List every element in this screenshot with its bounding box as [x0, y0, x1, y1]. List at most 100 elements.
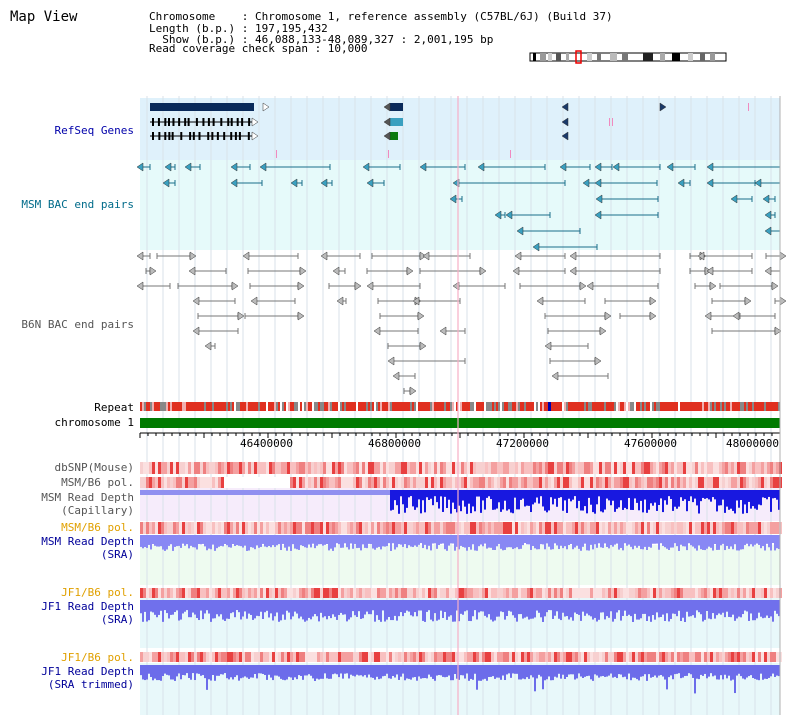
depth-bar [208, 535, 210, 549]
heat-cell [677, 522, 680, 534]
depth-bar [332, 665, 334, 675]
depth-bar [720, 600, 722, 615]
heat-cell [263, 462, 266, 474]
depth-bar [678, 600, 680, 611]
depth-bar [142, 600, 144, 622]
track-label-msm-bac[interactable]: MSM BAC end pairs [21, 198, 134, 211]
track-label-b6n-bac[interactable]: B6N BAC end pairs [21, 318, 134, 331]
depth-bar [406, 665, 408, 679]
depth-bar [252, 600, 254, 620]
depth-bar [734, 535, 736, 545]
track-label-msm-depth-cap-1[interactable]: MSM Read Depth [41, 491, 134, 504]
track-label-jf1-depth-1[interactable]: JF1 Read Depth [41, 600, 134, 613]
heat-cell [158, 588, 161, 598]
track-label-jf1-b6-pol-1[interactable]: JF1/B6 pol. [61, 586, 134, 599]
heat-cell [731, 522, 734, 534]
depth-bar [482, 600, 484, 612]
repeat-block [342, 402, 344, 411]
heat-cell [380, 588, 383, 598]
depth-bar [770, 490, 772, 512]
heat-cell [146, 477, 149, 488]
repeat-block [582, 402, 584, 411]
heat-cell [719, 588, 722, 598]
heat-cell [683, 462, 686, 474]
heat-cell [197, 522, 200, 534]
heat-cell [644, 477, 647, 488]
repeat-block [292, 402, 294, 411]
heat-cell [596, 462, 599, 474]
depth-bar [764, 490, 766, 498]
depth-bar [548, 535, 550, 547]
heat-cell [752, 588, 755, 598]
depth-bar [268, 535, 270, 546]
heat-cell [155, 477, 158, 488]
depth-bar [280, 535, 282, 551]
track-label-jf1-b6-pol-2[interactable]: JF1/B6 pol. [61, 651, 134, 664]
repeat-block [734, 402, 736, 411]
heat-cell [647, 522, 650, 534]
heat-cell [449, 522, 452, 534]
depth-bar [610, 535, 612, 546]
depth-bar [572, 665, 574, 675]
depth-bar [508, 665, 510, 674]
depth-bar [748, 535, 750, 547]
heat-cell [350, 462, 353, 474]
depth-bar [364, 600, 366, 615]
depth-bar [228, 665, 230, 680]
heat-cell [368, 477, 371, 488]
depth-bar [746, 490, 748, 514]
heat-cell [194, 477, 197, 488]
b6n-bac-pairs[interactable] [136, 251, 787, 396]
refseq-genes[interactable] [150, 102, 749, 158]
heat-cell [161, 588, 164, 598]
track-label-refseq[interactable]: RefSeq Genes [54, 124, 134, 137]
repeat-block [212, 402, 214, 411]
depth-bar [778, 600, 780, 617]
heat-cell [731, 588, 734, 598]
depth-bar [776, 490, 778, 500]
depth-bar [516, 490, 518, 510]
depth-bar [194, 600, 196, 615]
depth-bar [690, 665, 692, 675]
chromosome-ideogram[interactable] [529, 50, 727, 64]
depth-bar [316, 535, 318, 546]
track-label-msm-b6-pol-2[interactable]: MSM/B6 pol. [61, 521, 134, 534]
repeat-block [270, 402, 272, 411]
msm-bac-pairs[interactable] [136, 162, 781, 252]
axis-tick-label: 47200000 [496, 437, 549, 450]
depth-bar [228, 600, 230, 619]
depth-bar [224, 665, 226, 674]
heat-cell [140, 588, 143, 598]
depth-bar [412, 535, 414, 548]
track-label-msm-b6-pol-1[interactable]: MSM/B6 pol. [61, 476, 134, 489]
heat-cell [278, 522, 281, 534]
heat-cell [440, 588, 443, 598]
b6n-arrow [149, 266, 157, 276]
repeat-block [622, 402, 624, 411]
heat-cell [374, 477, 377, 488]
heat-cell [527, 462, 530, 474]
depth-bar [674, 535, 676, 544]
track-label-msm-depth-sra-1[interactable]: MSM Read Depth [41, 535, 134, 548]
heat-cell [386, 652, 389, 662]
depth-bar [150, 665, 152, 678]
heat-cell [707, 522, 710, 534]
heat-cell [296, 462, 299, 474]
depth-bar [260, 665, 262, 674]
heat-cell [533, 477, 536, 488]
track-label-dbsnp[interactable]: dbSNP(Mouse) [54, 461, 134, 474]
depth-bar [470, 665, 472, 679]
depth-bar [724, 535, 726, 551]
depth-bar [728, 490, 730, 510]
depth-bar [586, 490, 588, 514]
depth-bar [574, 535, 576, 548]
depth-bar [376, 600, 378, 616]
heat-cell [746, 522, 749, 534]
heat-cell [623, 462, 626, 474]
heat-cell [164, 462, 167, 474]
b6n-arrow [336, 296, 344, 306]
track-label-jf1-depth-trim-1[interactable]: JF1 Read Depth [41, 665, 134, 678]
repeat-block [370, 402, 372, 411]
depth-bar [640, 600, 642, 619]
